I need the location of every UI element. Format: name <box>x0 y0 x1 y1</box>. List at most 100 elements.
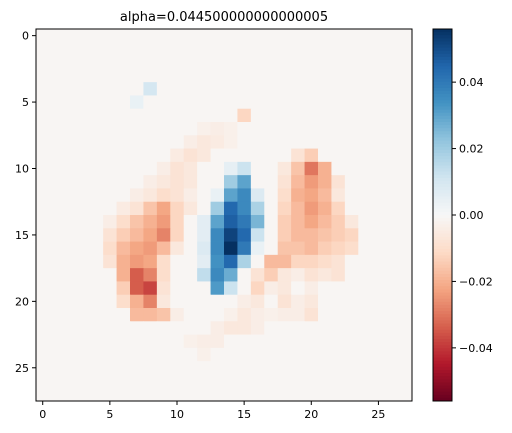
heatmap-cell <box>197 321 211 335</box>
heatmap-cell <box>371 215 386 229</box>
colorbar-segment <box>433 221 452 225</box>
heatmap-cell <box>156 268 171 282</box>
colorbar-segment <box>433 357 452 362</box>
heatmap-cell <box>116 135 131 149</box>
heatmap-cell <box>103 321 117 335</box>
heatmap-cell <box>344 294 359 309</box>
heatmap-cell <box>143 387 158 402</box>
colorbar-segment <box>433 308 452 312</box>
heatmap-cell <box>76 55 91 70</box>
heatmap-cell <box>210 148 225 163</box>
heatmap-cell <box>331 321 346 335</box>
colorbar-segment <box>433 115 452 120</box>
heatmap-cell <box>36 374 50 389</box>
heatmap-cell <box>76 347 91 362</box>
heatmap-cell <box>331 294 346 309</box>
heatmap-cell <box>398 215 413 229</box>
colorbar-segment <box>433 143 452 148</box>
heatmap-cell <box>156 108 171 123</box>
heatmap-cell <box>291 175 305 189</box>
heatmap-cell <box>371 228 386 242</box>
heatmap-cell <box>264 108 279 123</box>
heatmap-cell <box>358 294 373 309</box>
heatmap-cell <box>358 387 373 402</box>
heatmap-cell <box>170 241 185 256</box>
heatmap-cell <box>130 148 144 163</box>
heatmap-cell <box>264 268 279 282</box>
heatmap-cell <box>291 148 305 163</box>
heatmap-cell <box>331 135 346 149</box>
heatmap-cell <box>36 82 50 96</box>
heatmap-cell <box>76 321 91 335</box>
heatmap-cell <box>130 281 144 296</box>
heatmap-cell <box>304 175 319 189</box>
colorbar-segment <box>433 162 452 166</box>
heatmap-cell <box>62 148 77 163</box>
heatmap-cell <box>318 122 332 136</box>
heatmap-cell <box>143 135 158 149</box>
heatmap-cell <box>143 68 158 83</box>
heatmap-cell <box>89 55 104 70</box>
heatmap-cell <box>371 68 386 83</box>
heatmap-cell <box>291 268 305 282</box>
heatmap-cell <box>385 321 399 335</box>
heatmap-cell <box>331 82 346 96</box>
colorbar-segment <box>433 78 452 83</box>
heatmap-cell <box>277 268 292 282</box>
heatmap-cell <box>89 281 104 296</box>
heatmap-cell <box>385 308 399 322</box>
heatmap-cell <box>331 68 346 83</box>
heatmap-cell <box>277 387 292 402</box>
heatmap-cell <box>398 135 413 149</box>
heatmap-cell <box>170 188 185 203</box>
heatmap-cell <box>130 161 144 176</box>
heatmap-cell <box>277 122 292 136</box>
heatmap-cell <box>358 108 373 123</box>
heatmap-cell <box>36 68 50 83</box>
colorbar-segment <box>433 66 452 70</box>
heatmap-cell <box>398 228 413 242</box>
heatmap-cell <box>264 55 279 70</box>
heatmap-cell <box>304 161 319 176</box>
heatmap-cell <box>264 308 279 322</box>
heatmap-cell <box>237 281 252 296</box>
heatmap-cell <box>331 175 346 189</box>
heatmap-cell <box>398 268 413 282</box>
heatmap-cell <box>291 108 305 123</box>
heatmap-cell <box>103 268 117 282</box>
heatmap-cell <box>103 95 117 110</box>
heatmap-cell <box>156 161 171 176</box>
heatmap-cell <box>89 108 104 123</box>
x-axis: 0 5 10 15 20 25 <box>39 401 385 421</box>
heatmap-cell <box>49 201 64 216</box>
heatmap-cell <box>143 82 158 96</box>
colorbar-segment <box>433 156 452 160</box>
heatmap-cell <box>62 175 77 189</box>
heatmap-cell <box>358 308 373 322</box>
heatmap-cell <box>89 374 104 389</box>
colorbar-segment <box>433 258 452 262</box>
heatmap-cell <box>264 374 279 389</box>
colorbar-segment <box>433 53 452 58</box>
heatmap-cell <box>318 215 332 229</box>
heatmap-cell <box>62 215 77 229</box>
heatmap-cell <box>224 281 238 296</box>
heatmap-cell <box>170 294 185 309</box>
colorbar-segment <box>433 149 452 154</box>
heatmap-cell <box>371 148 386 163</box>
heatmap-cell <box>143 55 158 70</box>
heatmap-cell <box>197 201 211 216</box>
heatmap-cell <box>277 95 292 110</box>
heatmap-cell <box>89 175 104 189</box>
heatmap-cell <box>49 188 64 203</box>
colorbar-segment <box>433 261 452 266</box>
colorbar-segment <box>433 29 452 33</box>
colorbar-segment <box>433 277 452 281</box>
heatmap-cell <box>89 347 104 362</box>
heatmap-cell <box>156 334 171 349</box>
heatmap-cell <box>344 228 359 242</box>
colorbar-tick-label: 0.00 <box>459 209 484 222</box>
heatmap-cell <box>264 82 279 96</box>
heatmap-cell <box>358 42 373 56</box>
heatmap-cell <box>183 374 198 389</box>
